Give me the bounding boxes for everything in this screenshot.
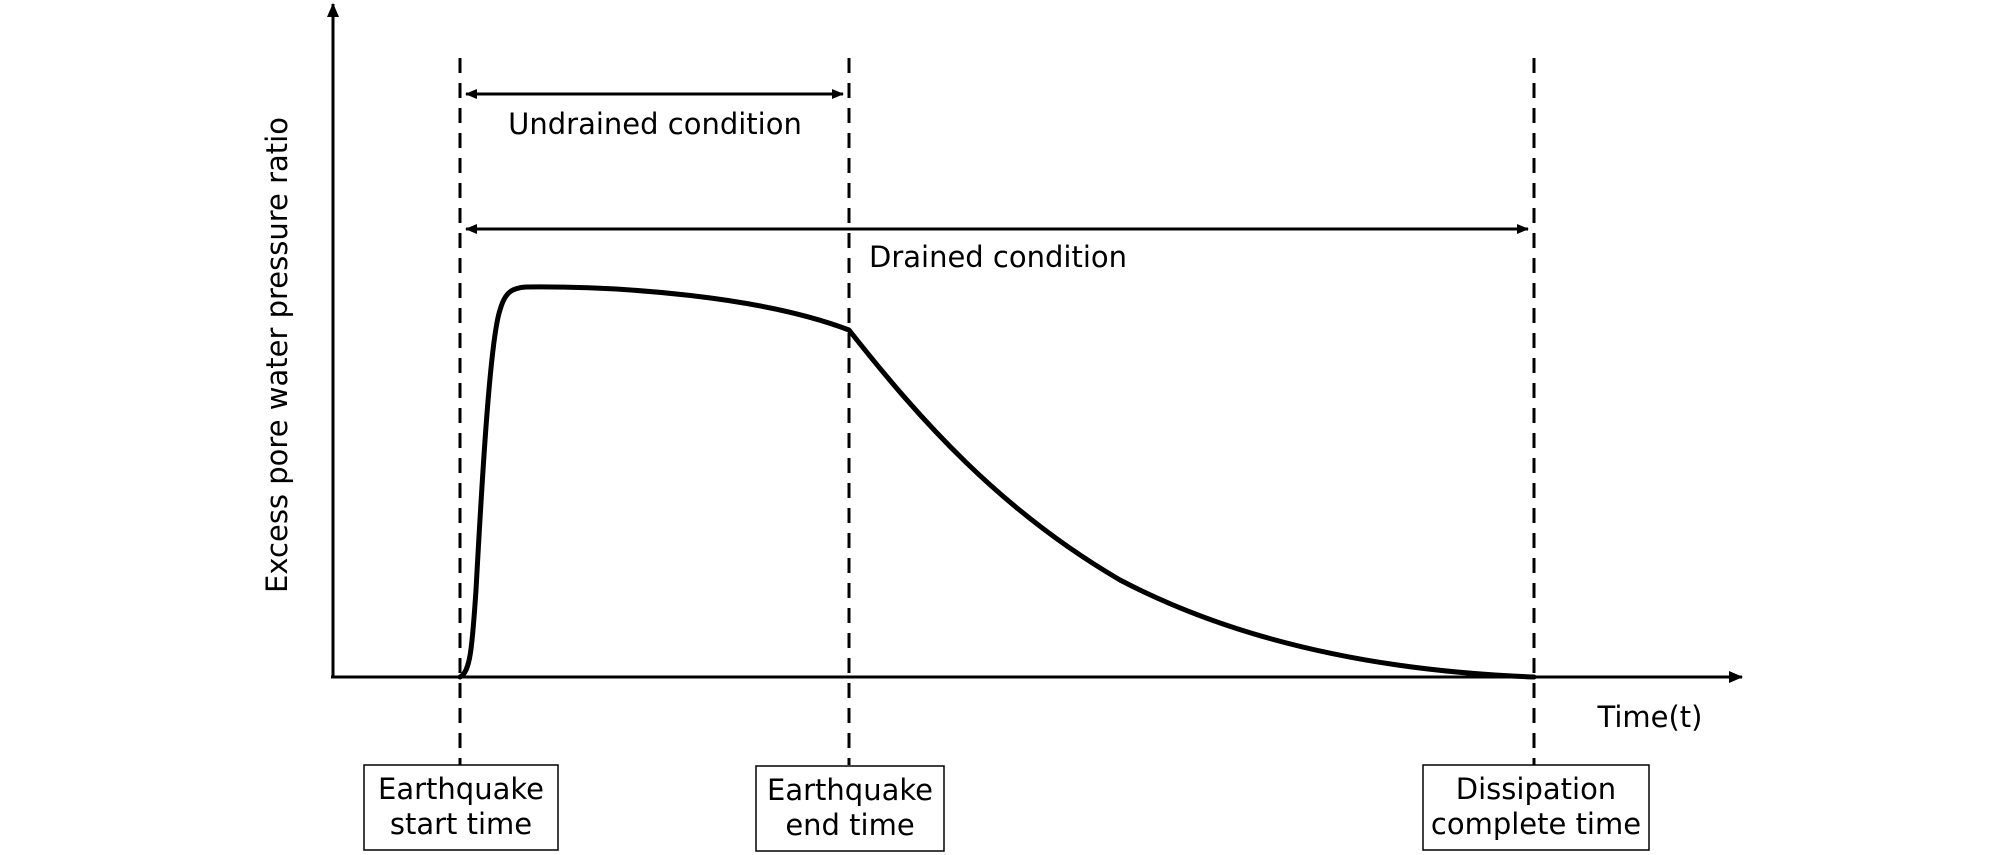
earthquake-start-line1: Earthquake — [378, 772, 544, 806]
earthquake-end-line2: end time — [785, 808, 914, 842]
earthquake-end-line1: Earthquake — [767, 773, 933, 807]
dissipation-complete-box: Dissipation complete time — [1422, 764, 1650, 851]
y-axis-label: Excess pore water pressure ratio — [260, 117, 294, 593]
undrained-label: Undrained condition — [508, 107, 802, 141]
earthquake-start-box: Earthquake start time — [363, 764, 559, 851]
earthquake-start-line2: start time — [390, 807, 532, 841]
x-axis-label: Time(t) — [1597, 700, 1703, 734]
drained-label: Drained condition — [869, 240, 1127, 274]
pore-pressure-curve — [457, 284, 1537, 680]
dissipation-complete-line1: Dissipation — [1456, 772, 1616, 806]
earthquake-end-box: Earthquake end time — [755, 765, 945, 852]
dissipation-complete-line2: complete time — [1431, 807, 1641, 841]
